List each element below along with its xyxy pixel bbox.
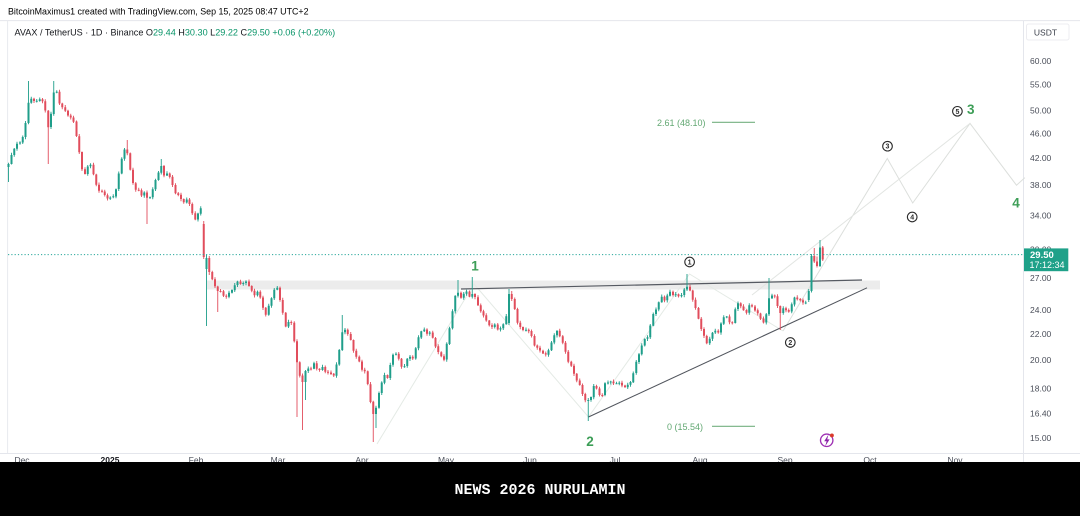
svg-text:4: 4	[910, 215, 914, 222]
svg-text:34.00: 34.00	[1030, 211, 1052, 221]
svg-text:17:12:34: 17:12:34	[1030, 260, 1065, 270]
svg-text:Sep: Sep	[777, 455, 792, 465]
svg-text:0 (15.54): 0 (15.54)	[667, 422, 703, 432]
svg-text:Apr: Apr	[355, 455, 368, 465]
svg-text:22.00: 22.00	[1030, 329, 1052, 339]
svg-text:42.00: 42.00	[1030, 153, 1052, 163]
svg-text:16.40: 16.40	[1030, 409, 1052, 419]
svg-text:2.61 (48.10): 2.61 (48.10)	[657, 118, 706, 128]
svg-text:24.00: 24.00	[1030, 305, 1052, 315]
svg-text:18.00: 18.00	[1030, 383, 1052, 393]
svg-text:5: 5	[955, 109, 959, 116]
svg-text:Nov: Nov	[947, 455, 963, 465]
svg-text:1: 1	[688, 260, 692, 267]
svg-text:2025: 2025	[101, 455, 120, 465]
svg-text:May: May	[438, 455, 455, 465]
svg-text:55.00: 55.00	[1030, 80, 1052, 90]
svg-text:Feb: Feb	[189, 455, 204, 465]
svg-text:3: 3	[886, 144, 890, 151]
svg-text:AVAX / TetherUS · 1D · Binance: AVAX / TetherUS · 1D · Binance O29.44 H3…	[15, 27, 336, 37]
svg-text:Oct: Oct	[863, 455, 877, 465]
svg-text:USDT: USDT	[1034, 28, 1057, 38]
svg-text:2: 2	[788, 340, 792, 347]
svg-text:BitcoinMaximus1 created with T: BitcoinMaximus1 created with TradingView…	[8, 7, 309, 17]
svg-text:1: 1	[471, 259, 479, 274]
svg-text:15.00: 15.00	[1030, 433, 1052, 443]
svg-text:20.00: 20.00	[1030, 355, 1052, 365]
svg-text:Mar: Mar	[271, 455, 286, 465]
svg-text:27.00: 27.00	[1030, 273, 1052, 283]
svg-text:Aug: Aug	[692, 455, 707, 465]
svg-text:NEWS 2026 NURULAMIN: NEWS 2026 NURULAMIN	[454, 482, 625, 499]
svg-text:Jun: Jun	[523, 455, 537, 465]
svg-text:38.00: 38.00	[1030, 180, 1052, 190]
svg-text:2: 2	[586, 434, 594, 449]
svg-text:3: 3	[967, 102, 975, 117]
svg-text:60.00: 60.00	[1030, 56, 1052, 66]
svg-text:Jul: Jul	[610, 455, 621, 465]
svg-text:46.00: 46.00	[1030, 128, 1052, 138]
svg-text:Dec: Dec	[14, 455, 30, 465]
svg-text:50.00: 50.00	[1030, 106, 1052, 116]
svg-text:4: 4	[1012, 195, 1020, 210]
svg-text:29.50: 29.50	[1030, 250, 1054, 261]
